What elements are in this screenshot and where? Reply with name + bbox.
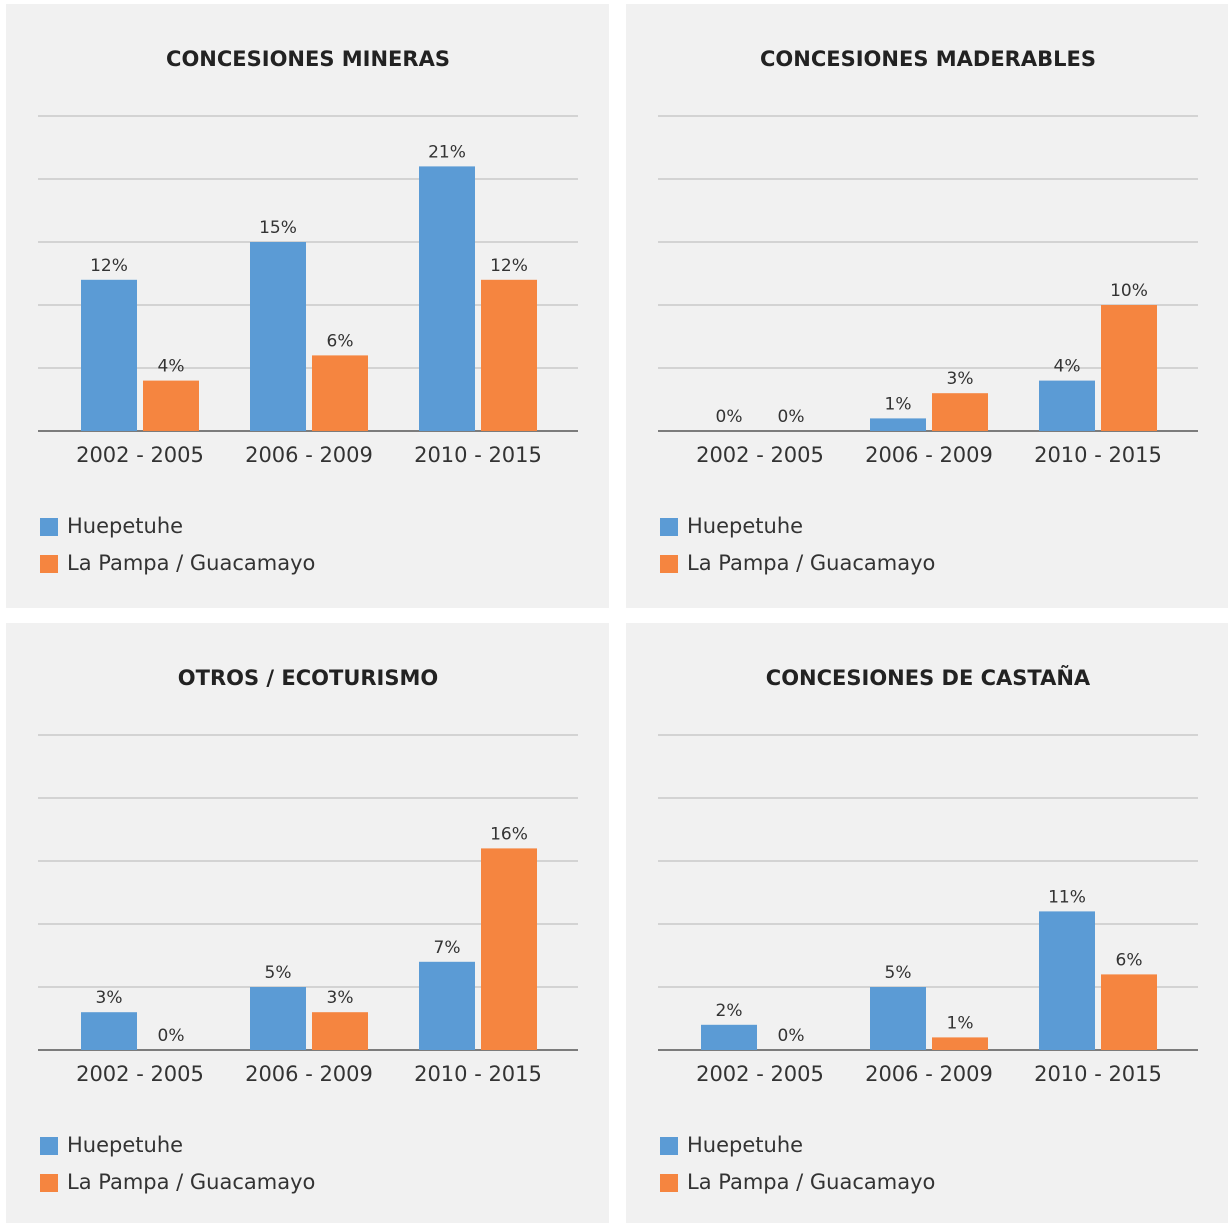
legend-label: La Pampa / Guacamayo bbox=[687, 1170, 935, 1194]
bar bbox=[1039, 911, 1095, 1050]
data-label: 0% bbox=[778, 407, 805, 427]
data-label: 12% bbox=[90, 256, 128, 276]
legend-label: Huepetuhe bbox=[687, 514, 803, 538]
x-tick-label: 2006 - 2009 bbox=[245, 443, 373, 467]
legend-swatch bbox=[40, 1174, 58, 1192]
panel-background bbox=[626, 623, 1228, 1223]
bar bbox=[81, 279, 137, 431]
x-tick-label: 2002 - 2005 bbox=[696, 443, 824, 467]
bar bbox=[250, 242, 306, 431]
data-label: 5% bbox=[885, 963, 912, 983]
x-tick-label: 2010 - 2015 bbox=[414, 443, 542, 467]
data-label: 5% bbox=[265, 963, 292, 983]
legend-label: La Pampa / Guacamayo bbox=[687, 551, 935, 575]
bar bbox=[870, 987, 926, 1050]
data-label: 12% bbox=[490, 256, 528, 276]
data-label: 16% bbox=[490, 824, 528, 844]
bar bbox=[250, 987, 306, 1050]
data-label: 2% bbox=[716, 1001, 743, 1021]
x-tick-label: 2010 - 2015 bbox=[1034, 443, 1162, 467]
x-tick-label: 2010 - 2015 bbox=[414, 1062, 542, 1086]
data-label: 1% bbox=[947, 1013, 974, 1033]
bar bbox=[1039, 380, 1095, 431]
chart-panel: CONCESIONES MADERABLES 2002 - 2005 0% 0% 200… bbox=[626, 4, 1228, 608]
x-tick-label: 2006 - 2009 bbox=[245, 1062, 373, 1086]
data-label: 3% bbox=[96, 988, 123, 1008]
legend-swatch bbox=[660, 1137, 678, 1155]
data-label: 1% bbox=[885, 394, 912, 414]
chart-panel: CONCESIONES MINERAS 2002 - 2005 12% 4% 2006 … bbox=[6, 4, 609, 608]
bar bbox=[932, 1037, 988, 1050]
data-label: 4% bbox=[158, 357, 185, 377]
legend-label: Huepetuhe bbox=[687, 1133, 803, 1157]
legend-swatch bbox=[660, 518, 678, 536]
bar bbox=[932, 393, 988, 431]
data-label: 10% bbox=[1110, 281, 1148, 301]
x-tick-label: 2006 - 2009 bbox=[865, 443, 993, 467]
legend-label: Huepetuhe bbox=[67, 1133, 183, 1157]
legend-swatch bbox=[40, 1137, 58, 1155]
legend-swatch bbox=[660, 555, 678, 573]
data-label: 21% bbox=[428, 142, 466, 162]
chart-panel: OTROS / ECOTURISMO 2002 - 2005 3% 0% 2006 - … bbox=[6, 623, 609, 1223]
chart-panel: CONCESIONES DE CASTAÑA 2002 - 2005 2% 0% 200… bbox=[626, 623, 1228, 1223]
x-tick-label: 2002 - 2005 bbox=[76, 443, 204, 467]
chart-title: CONCESIONES DE CASTAÑA bbox=[766, 665, 1091, 690]
data-label: 15% bbox=[259, 218, 297, 238]
bar bbox=[312, 1012, 368, 1050]
bar bbox=[419, 961, 475, 1050]
data-label: 3% bbox=[947, 369, 974, 389]
x-tick-label: 2010 - 2015 bbox=[1034, 1062, 1162, 1086]
x-tick-label: 2006 - 2009 bbox=[865, 1062, 993, 1086]
legend-label: La Pampa / Guacamayo bbox=[67, 1170, 315, 1194]
chart-title: OTROS / ECOTURISMO bbox=[178, 666, 438, 690]
bar bbox=[81, 1012, 137, 1050]
legend-swatch bbox=[40, 518, 58, 536]
bar bbox=[701, 1024, 757, 1050]
bar bbox=[312, 355, 368, 431]
bar bbox=[143, 380, 199, 431]
legend-swatch bbox=[40, 555, 58, 573]
data-label: 3% bbox=[327, 988, 354, 1008]
chart-title: CONCESIONES MINERAS bbox=[166, 47, 450, 71]
data-label: 0% bbox=[158, 1026, 185, 1046]
data-label: 0% bbox=[716, 407, 743, 427]
bar bbox=[1101, 974, 1157, 1050]
chart-title: CONCESIONES MADERABLES bbox=[760, 47, 1096, 71]
bar bbox=[481, 848, 537, 1050]
data-label: 6% bbox=[327, 331, 354, 351]
legend-label: La Pampa / Guacamayo bbox=[67, 551, 315, 575]
legend-label: Huepetuhe bbox=[67, 514, 183, 538]
x-tick-label: 2002 - 2005 bbox=[696, 1062, 824, 1086]
data-label: 6% bbox=[1116, 950, 1143, 970]
legend-swatch bbox=[660, 1174, 678, 1192]
bar bbox=[870, 418, 926, 431]
data-label: 4% bbox=[1054, 357, 1081, 377]
bar bbox=[481, 279, 537, 431]
data-label: 11% bbox=[1048, 887, 1086, 907]
bar bbox=[419, 166, 475, 431]
data-label: 0% bbox=[778, 1026, 805, 1046]
data-label: 7% bbox=[434, 938, 461, 958]
x-tick-label: 2002 - 2005 bbox=[76, 1062, 204, 1086]
bar bbox=[1101, 305, 1157, 431]
